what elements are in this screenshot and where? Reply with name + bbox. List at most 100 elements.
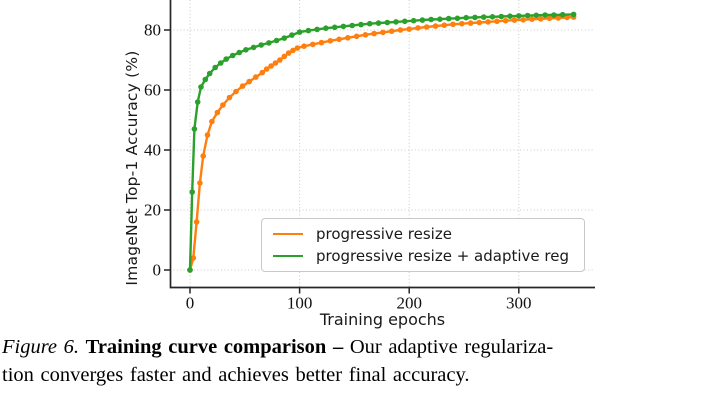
data-point-marker xyxy=(206,70,213,77)
data-point-marker xyxy=(340,23,347,30)
legend-line-green-icon xyxy=(273,254,303,258)
data-point-marker xyxy=(190,255,197,261)
data-point-marker xyxy=(388,28,395,34)
data-point-marker xyxy=(212,64,218,71)
data-point-marker xyxy=(289,32,295,38)
data-point-marker xyxy=(485,19,491,25)
data-point-marker xyxy=(459,20,465,27)
data-point-marker xyxy=(314,26,320,33)
data-point-marker xyxy=(253,74,259,80)
data-point-marker xyxy=(268,63,274,69)
data-point-marker xyxy=(258,42,265,48)
data-point-marker xyxy=(290,47,296,54)
tick-labels: 0 100 200 300 0 20 40 60 80 xyxy=(144,21,532,313)
data-point-marker xyxy=(494,18,500,25)
data-point-marker xyxy=(353,33,360,40)
data-point-marker xyxy=(375,20,382,26)
data-point-marker xyxy=(371,30,377,37)
data-point-marker xyxy=(214,109,221,116)
data-point-marker xyxy=(263,66,270,72)
data-point-marker xyxy=(551,12,557,18)
data-point-marker xyxy=(246,78,252,85)
data-point-marker xyxy=(266,40,272,46)
data-point-marker xyxy=(236,49,243,56)
data-point-marker xyxy=(393,19,399,25)
data-point-marker xyxy=(198,84,204,90)
legend-line-orange-icon xyxy=(273,232,303,236)
data-point-marker xyxy=(537,16,544,22)
data-point-marker xyxy=(259,69,266,76)
legend-label: progressive resize + adaptive reg xyxy=(316,246,569,265)
legend-item: progressive resize xyxy=(273,226,584,242)
data-point-marker xyxy=(281,53,288,60)
data-point-marker xyxy=(410,17,417,24)
data-point-marker xyxy=(323,25,329,32)
data-point-marker xyxy=(273,37,280,44)
data-point-marker xyxy=(285,50,292,56)
data-point-marker xyxy=(384,19,391,26)
data-point-marker xyxy=(239,83,246,89)
data-point-marker xyxy=(233,88,239,95)
data-point-marker xyxy=(516,13,522,19)
data-point-marker xyxy=(441,22,448,29)
data-point-marker xyxy=(559,11,566,18)
data-point-marker xyxy=(187,267,193,273)
y-tick-label: 20 xyxy=(144,201,161,220)
data-point-marker xyxy=(476,19,483,26)
data-point-marker xyxy=(502,17,509,24)
series-progressive-resize-adaptive-reg xyxy=(187,11,577,273)
data-point-marker xyxy=(524,12,531,19)
axes-spines xyxy=(169,0,595,289)
data-point-marker xyxy=(564,14,570,21)
data-point-marker xyxy=(555,15,562,21)
data-point-marker xyxy=(415,25,421,31)
figure-caption-title: Training curve comparison – xyxy=(85,336,344,358)
y-axis-label: ImageNet Top-1 Accuracy (%) xyxy=(123,50,141,286)
tick-marks xyxy=(164,29,520,294)
data-point-marker xyxy=(349,22,356,29)
data-point-marker xyxy=(432,23,439,29)
legend-item: progressive resize + adaptive reg xyxy=(273,246,584,265)
data-point-marker xyxy=(200,153,206,159)
data-point-marker xyxy=(570,11,577,18)
data-point-marker xyxy=(428,16,434,23)
data-point-marker xyxy=(223,56,229,62)
data-point-marker xyxy=(305,27,312,34)
data-point-marker xyxy=(397,27,404,33)
data-point-marker xyxy=(220,102,226,108)
data-point-marker xyxy=(345,35,351,41)
data-point-marker xyxy=(366,20,373,27)
data-point-marker xyxy=(450,21,456,28)
figure-caption: Figure 6. Training curve comparison – Ou… xyxy=(2,333,720,389)
data-point-marker xyxy=(226,94,233,101)
data-point-marker xyxy=(529,16,535,23)
y-tick-label: 40 xyxy=(144,141,161,160)
data-point-marker xyxy=(204,132,211,138)
x-tick-label: 0 xyxy=(186,294,195,313)
training-curves-chart: 0 100 200 300 0 20 40 60 80 xyxy=(144,0,595,313)
data-point-marker xyxy=(250,44,257,51)
data-point-marker xyxy=(197,180,203,186)
data-point-marker xyxy=(318,39,325,46)
data-point-marker xyxy=(533,12,540,19)
y-tick-label: 60 xyxy=(144,81,161,100)
x-axis-label: Training epochs xyxy=(319,310,446,329)
data-point-marker xyxy=(498,13,505,20)
data-point-marker xyxy=(463,14,470,21)
x-tick-label: 100 xyxy=(287,294,313,313)
data-point-marker xyxy=(189,189,195,195)
chart-legend: progressive resize progressive resize + … xyxy=(261,218,585,272)
data-point-marker xyxy=(520,17,526,23)
data-point-marker xyxy=(229,52,236,59)
figure-caption-label: Figure 6. xyxy=(2,336,80,358)
data-point-marker xyxy=(301,43,307,49)
y-tick-label: 80 xyxy=(144,21,161,40)
data-point-marker xyxy=(209,118,215,125)
data-point-marker xyxy=(202,76,209,83)
data-point-marker xyxy=(358,21,364,28)
data-point-marker xyxy=(194,99,201,105)
data-point-marker xyxy=(437,16,443,23)
data-point-marker xyxy=(419,17,426,23)
data-point-marker xyxy=(277,57,283,63)
